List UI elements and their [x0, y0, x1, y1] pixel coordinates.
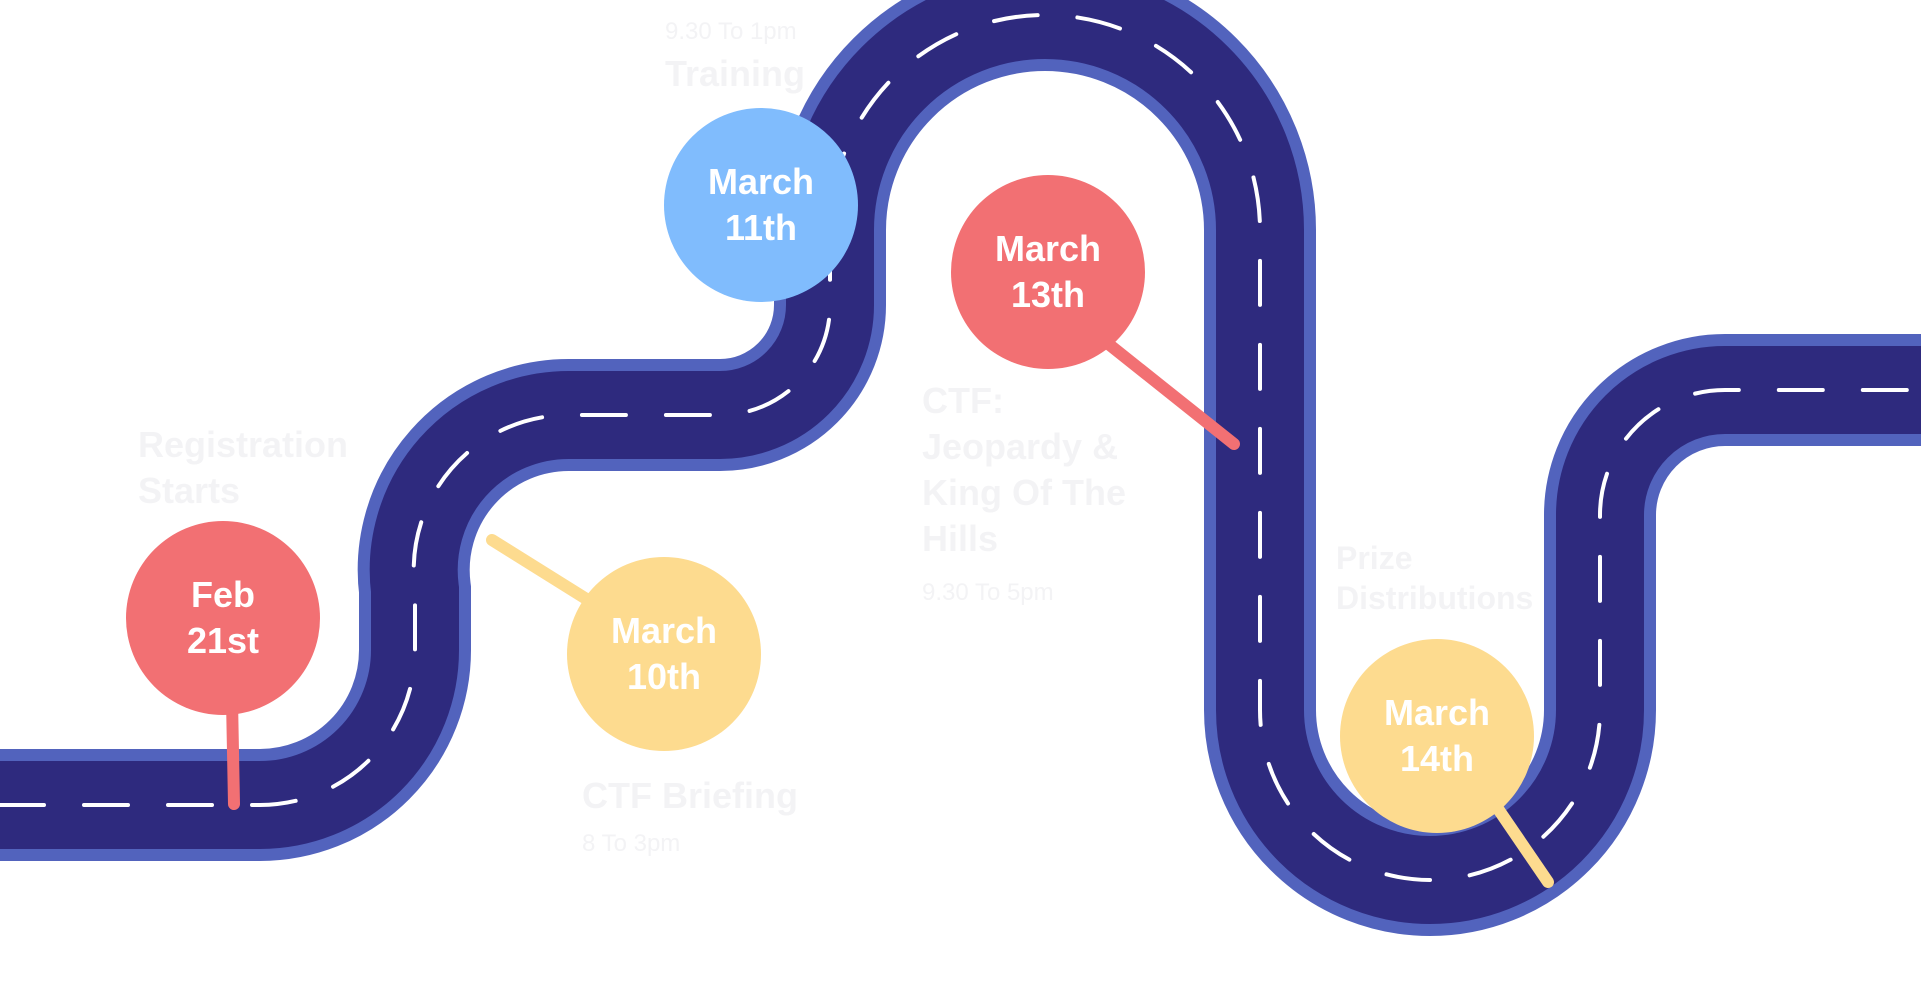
date-pin-march-10th: March 10th	[567, 557, 761, 751]
milestone-title-prizes: Prize Distributions	[1336, 540, 1534, 616]
pin-stem-march-10th	[486, 534, 594, 606]
pin-date-month: March	[707, 161, 815, 202]
milestone-title-ctf: CTF: Jeopardy & King Of The Hills	[922, 380, 1126, 559]
milestone-title-registration: Registration Starts	[138, 424, 349, 511]
pin-date-month: March	[610, 610, 718, 651]
pin-stem-march-14th	[1486, 794, 1554, 888]
pin-date-day: 13th	[1010, 274, 1086, 315]
date-pin-march-14th: March 14th	[1340, 639, 1534, 833]
milestone-time-briefing: 8 To 3pm	[582, 830, 681, 857]
pin-stem-feb-21st	[226, 694, 240, 810]
pin-date-day: 14th	[1399, 738, 1475, 779]
pin-date-day: 10th	[626, 656, 702, 697]
lane-markings	[0, 13, 1921, 882]
pin-stem-march-13th	[1100, 336, 1240, 450]
milestone-time-ctf: 9.30 To 5pm	[922, 579, 1054, 606]
milestone-time-training: 9.30 To 1pm	[665, 18, 797, 45]
date-pin-march-13th: March 13th	[951, 175, 1145, 369]
date-pin-feb-21st: Feb 21st	[126, 521, 320, 715]
pin-date-day: 11th	[724, 207, 798, 248]
pin-date-day: 21st	[186, 620, 260, 661]
pin-date-month: March	[994, 228, 1102, 269]
pin-date-month: Feb	[190, 574, 255, 615]
milestone-title-training: Training	[665, 53, 806, 94]
date-pin-march-11th: March 11th	[664, 108, 858, 302]
milestone-title-briefing: CTF Briefing	[582, 775, 798, 816]
pin-date-month: March	[1383, 692, 1491, 733]
